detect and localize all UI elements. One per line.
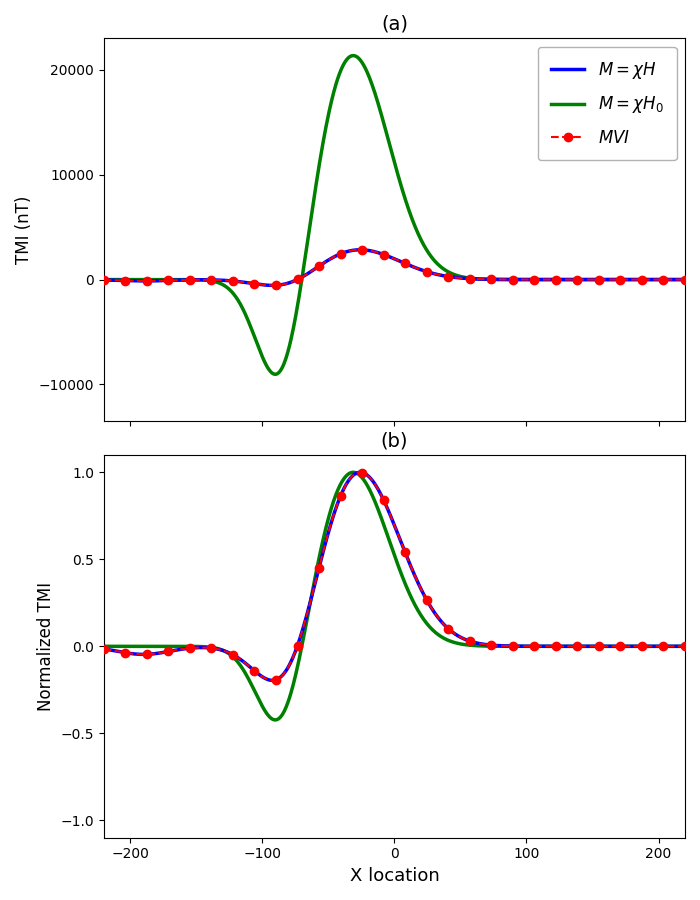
Title: (b): (b) (381, 432, 408, 451)
Legend: $M = \chi H$, $M = \chi H_0$, $MVI$: $M = \chi H$, $M = \chi H_0$, $MVI$ (538, 47, 677, 160)
Title: (a): (a) (381, 15, 408, 34)
Y-axis label: TMI (nT): TMI (nT) (15, 195, 33, 264)
X-axis label: X location: X location (349, 867, 440, 885)
Y-axis label: Normalized TMI: Normalized TMI (37, 581, 55, 711)
